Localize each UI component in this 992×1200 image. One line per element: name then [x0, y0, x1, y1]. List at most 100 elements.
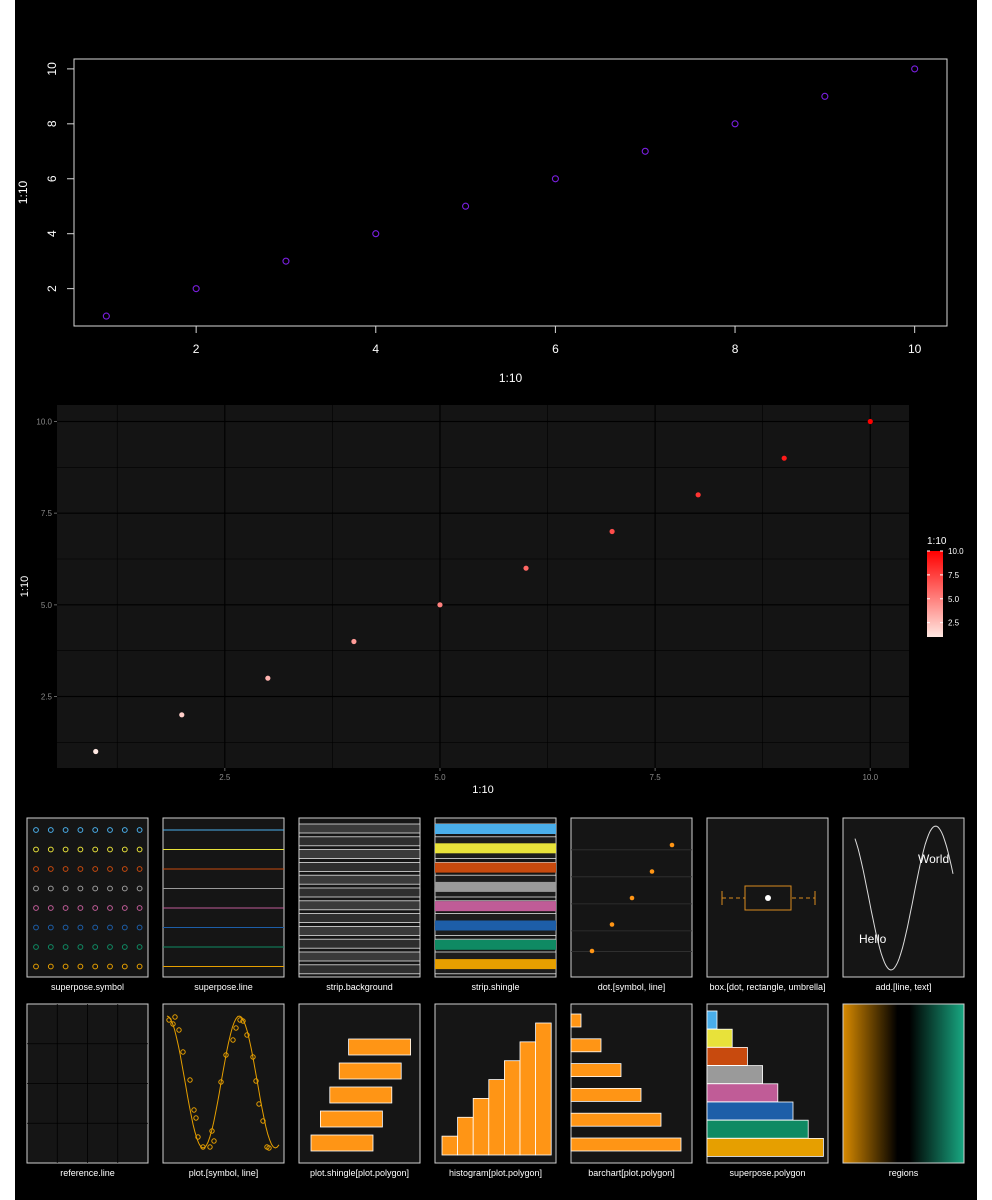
- symbol-marker: [77, 866, 84, 872]
- plot-symbol: [191, 1107, 197, 1113]
- symbol-marker: [121, 944, 128, 950]
- data-point: [731, 120, 739, 128]
- symbol-marker: [107, 963, 113, 970]
- panel-superpose-line: superpose.line: [162, 817, 285, 992]
- data-point: [265, 675, 271, 681]
- y-axis-title: 1:10: [16, 180, 30, 204]
- histogram-bar: [519, 1041, 537, 1156]
- shingle-band: [435, 862, 556, 873]
- symbol-marker: [47, 944, 54, 950]
- ggplot-scatter-chart: 2.5 5.0 7.5 10.02.55.07.510.01:101:101:1010…: [19, 405, 964, 796]
- symbol-marker: [136, 885, 143, 892]
- panel-superpose-polygon: superpose.polygon: [706, 1003, 829, 1178]
- symbol-marker: [47, 963, 54, 970]
- panel-reference-line: reference.line: [26, 1003, 149, 1178]
- superpose-polygon: [706, 1047, 748, 1066]
- barchart-bar: [570, 1038, 602, 1053]
- data-point: [911, 65, 919, 73]
- x-tick-label: 7.5: [650, 773, 662, 782]
- plot-symbol: [253, 1078, 259, 1084]
- data-point: [609, 528, 615, 535]
- panel-caption: dot.[symbol, line]: [598, 982, 666, 992]
- symbol-marker: [47, 905, 54, 911]
- symbol-marker: [62, 866, 69, 872]
- barchart-bar: [570, 1063, 622, 1077]
- shingle-band: [435, 920, 556, 931]
- superpose-polygon: [706, 1101, 794, 1121]
- symbol-marker: [136, 963, 143, 970]
- x-tick-label: 6: [552, 342, 559, 356]
- plot-frame: [73, 58, 948, 327]
- strip-band: [298, 836, 421, 847]
- plot-symbol: [256, 1101, 262, 1107]
- data-point: [523, 565, 529, 571]
- y-tick-label: 7.5: [41, 509, 53, 518]
- plot-symbol: [172, 1014, 178, 1020]
- data-point: [179, 712, 185, 718]
- panel-histogram-plot-polygon: histogram[plot.polygon]: [434, 1003, 557, 1178]
- superpose-polygon: [706, 1010, 718, 1030]
- strip-band: [298, 900, 421, 911]
- barchart-bar: [570, 1088, 642, 1102]
- panel-plot-shingle-plot-polygon: plot.shingle[plot.polygon]: [298, 1003, 421, 1178]
- symbol-marker: [62, 905, 69, 911]
- shingle-band: [435, 843, 556, 854]
- plot-symbol: [266, 1145, 272, 1151]
- strip-band: [298, 862, 421, 872]
- strip-band: [298, 951, 421, 962]
- add-line-curve: [854, 825, 954, 971]
- legend-label: 5.0: [948, 595, 960, 604]
- symbol-marker: [107, 866, 113, 872]
- plot-symbol: [211, 1138, 217, 1144]
- figure-canvas: 2 4 6 8 10 2 4 6 8 10 1:10 1:10 2.5 5.0 7.5 10.0 2.5 5.0…: [15, 0, 977, 1200]
- panel-caption: superpose.symbol: [51, 982, 124, 992]
- symbol-marker: [121, 866, 128, 872]
- add-text-hello: Hello: [859, 932, 887, 946]
- plot-symbol: [200, 1144, 206, 1150]
- symbol-marker: [62, 924, 69, 931]
- plot-symbol: [166, 1017, 172, 1023]
- x-tick-label: 2: [193, 342, 200, 356]
- panel-barchart-plot-polygon: barchart[plot.polygon]: [570, 1003, 693, 1178]
- panel-caption: box.[dot, rectangle, umbrella]: [709, 982, 825, 992]
- panel-regions: regions: [842, 1003, 965, 1178]
- barchart-bar: [570, 1013, 582, 1028]
- plot-symbol: [176, 1027, 182, 1033]
- symbol-marker: [107, 924, 113, 931]
- shingle-band: [435, 959, 556, 970]
- data-point: [867, 418, 873, 425]
- shingle-polygon: [338, 1062, 402, 1080]
- superpose-polygon: [706, 1138, 824, 1157]
- symbol-marker: [121, 905, 128, 911]
- shingle-polygon: [310, 1134, 374, 1152]
- histogram-bar: [503, 1060, 521, 1156]
- symbol-marker: [47, 924, 54, 931]
- symbol-marker: [62, 885, 69, 892]
- strip-band: [298, 964, 421, 975]
- plot-symbol: [180, 1049, 186, 1055]
- symbol-marker: [107, 827, 113, 833]
- data-point: [372, 230, 380, 238]
- panel-caption: reference.line: [60, 1168, 115, 1178]
- panel-add-line-text: add.[line, text] World Hello: [842, 817, 965, 992]
- symbol-marker: [33, 866, 39, 872]
- plot-symbol: [237, 1017, 243, 1023]
- dot-marker: [589, 948, 595, 954]
- panel-superpose-symbol: superpose.symbol: [26, 817, 149, 992]
- panel-frame: [26, 817, 149, 978]
- lattice-theme-panels: superpose.symbol superpose.line strip.back…: [26, 817, 965, 1178]
- x-tick-label: 5.0: [434, 773, 446, 782]
- superpose-polygon: [706, 1065, 763, 1084]
- plot-symbol: [209, 1128, 215, 1134]
- symbol-marker: [92, 827, 99, 833]
- data-point: [695, 492, 701, 498]
- dot-marker: [629, 895, 635, 901]
- figure-svg: 2 4 6 8 10 2 4 6 8 10 1:10 1:10 2.5 5.0 7.5 10.0 2.5 5.0…: [16, 58, 965, 1178]
- panel-plot-symbol-line: plot.[symbol, line]: [162, 1003, 285, 1178]
- panel-caption: add.[line, text]: [875, 982, 931, 992]
- x-axis-title: 1:10: [499, 371, 523, 385]
- panel-caption: superpose.line: [194, 982, 253, 992]
- panel-caption: plot.[symbol, line]: [189, 1168, 259, 1178]
- symbol-marker: [121, 963, 128, 970]
- symbol-marker: [33, 924, 39, 931]
